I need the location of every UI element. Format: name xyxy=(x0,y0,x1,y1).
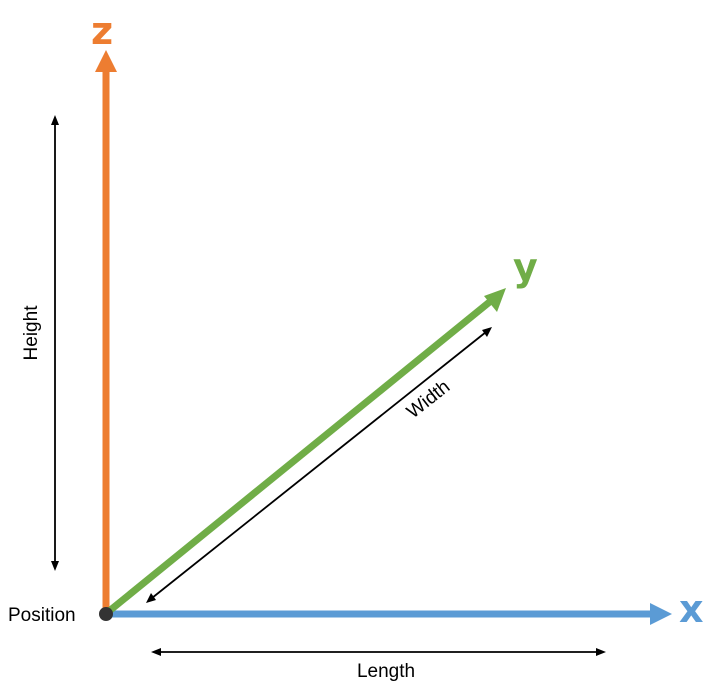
y-axis-label: y xyxy=(513,245,538,289)
origin-label: Position xyxy=(8,605,76,626)
width-label: Width xyxy=(403,376,454,422)
length-arrow-left xyxy=(151,648,161,656)
length-dimension: Length xyxy=(151,648,606,682)
width-arrow-start xyxy=(146,593,156,603)
x-axis-label: x xyxy=(679,587,704,631)
height-arrow-bottom xyxy=(51,561,59,571)
z-axis: z xyxy=(91,9,117,614)
width-arrow-line xyxy=(151,331,487,599)
length-label: Length xyxy=(357,661,415,682)
origin-point xyxy=(99,607,113,621)
length-arrow-right xyxy=(596,648,606,656)
y-axis: y xyxy=(105,245,538,615)
width-dimension: Width xyxy=(146,327,492,603)
y-axis-arrowhead xyxy=(484,288,506,312)
height-label: Height xyxy=(21,305,42,361)
height-dimension: Height xyxy=(21,115,59,571)
height-arrow-top xyxy=(51,115,59,125)
x-axis-arrowhead xyxy=(650,603,672,625)
z-axis-arrowhead xyxy=(95,50,117,72)
x-axis: x xyxy=(106,587,704,631)
width-arrow-end xyxy=(482,327,492,337)
y-axis-line xyxy=(105,297,495,615)
z-axis-label: z xyxy=(91,9,113,53)
